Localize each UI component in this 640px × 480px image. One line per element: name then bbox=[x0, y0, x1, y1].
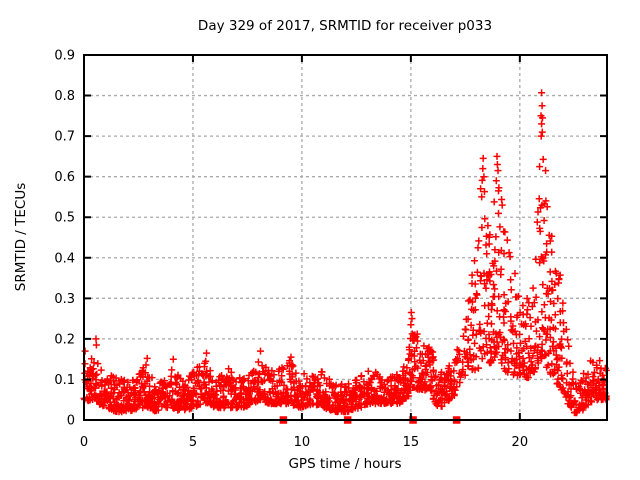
y-tick-label: 0.8 bbox=[54, 89, 75, 104]
y-axis-label: SRMTID / TECUs bbox=[13, 183, 29, 291]
tick-marks-path bbox=[83, 54, 607, 421]
x-tick-label: 15 bbox=[403, 435, 420, 450]
y-tick-label: 0.9 bbox=[54, 49, 75, 64]
tick-labels: 0 5 10 15 20 0 0.1 0.2 0.3 0.4 0.5 0.6 0.7 0.8 0.9 bbox=[54, 49, 528, 451]
grid-path bbox=[84, 55, 607, 420]
y-tick-label: 0.4 bbox=[54, 251, 75, 266]
y-tick-label: 0.1 bbox=[54, 373, 75, 388]
y-tick-label: 0 bbox=[67, 414, 75, 429]
y-tick-label: 0.5 bbox=[54, 211, 75, 226]
y-tick-label: 0.2 bbox=[54, 332, 75, 347]
gridlines bbox=[84, 55, 607, 420]
axis-ticks bbox=[83, 54, 607, 421]
y-tick-label: 0.7 bbox=[54, 130, 75, 145]
x-tick-label: 20 bbox=[512, 435, 529, 450]
y-tick-label: 0.3 bbox=[54, 292, 75, 307]
x-tick-label: 10 bbox=[294, 435, 311, 450]
scatter-series-srmtid bbox=[80, 89, 610, 417]
x-tick-label: 0 bbox=[80, 435, 88, 450]
chart-title: Day 329 of 2017, SRMTID for receiver p03… bbox=[198, 18, 492, 34]
x-axis-label: GPS time / hours bbox=[288, 456, 401, 472]
x-tick-label: 5 bbox=[189, 435, 197, 450]
plot-border bbox=[83, 54, 608, 421]
plus-markers-path bbox=[80, 89, 610, 417]
y-tick-label: 0.6 bbox=[54, 170, 75, 185]
